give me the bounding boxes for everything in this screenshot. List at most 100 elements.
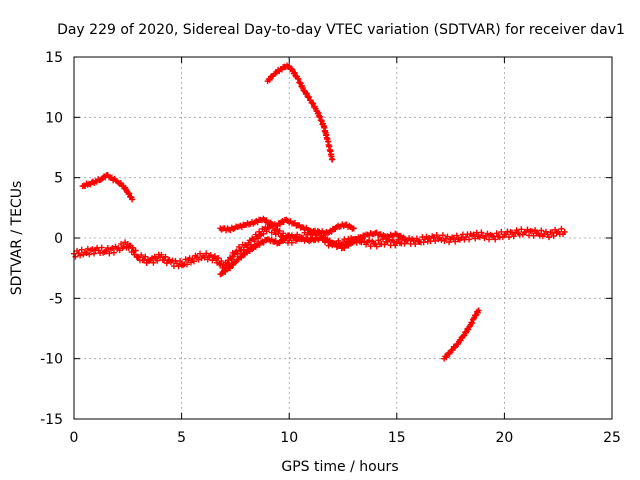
- trail-point: [280, 230, 287, 237]
- trail-point: [207, 252, 214, 259]
- trail-point: [433, 232, 440, 239]
- series-upper-branch: [217, 215, 357, 237]
- trail-point: [249, 246, 256, 253]
- trail-point: [435, 236, 442, 243]
- y-tick-label: 10: [45, 110, 63, 126]
- trail-point: [188, 259, 195, 266]
- plot-frame: [73, 56, 613, 420]
- trail-point: [186, 255, 193, 262]
- trail-point: [524, 226, 531, 233]
- trail-point: [451, 344, 458, 351]
- trail-point: [190, 258, 197, 265]
- trail-point: [122, 239, 129, 246]
- trail-point: [211, 253, 218, 260]
- trail-point: [472, 235, 479, 242]
- axis-ticks: 0 5 10 15 20 25 -15 -10 -5 0 5 10 15: [40, 50, 621, 446]
- trail-point: [558, 225, 565, 232]
- trail-point: [493, 230, 500, 237]
- trail-point: [77, 252, 84, 259]
- trail-point: [457, 337, 464, 344]
- trail-point: [328, 156, 335, 163]
- trail-point: [80, 251, 87, 258]
- trail-point: [252, 244, 259, 251]
- trail-point: [286, 63, 293, 70]
- trail-point: [553, 230, 560, 237]
- trail-point: [231, 251, 238, 258]
- trail-point: [529, 228, 536, 235]
- trail-point: [129, 244, 136, 251]
- trail-point: [423, 233, 430, 240]
- trail-point: [83, 250, 90, 257]
- trail-point: [154, 257, 161, 264]
- trail-point: [509, 229, 516, 236]
- trail-point: [499, 234, 506, 241]
- trail-point: [117, 180, 124, 187]
- trail-point: [237, 247, 244, 254]
- trail-point: [552, 226, 559, 233]
- trail-point: [462, 329, 469, 336]
- trail-point: [375, 237, 382, 244]
- trail-point: [513, 227, 520, 234]
- trail-point: [257, 232, 264, 239]
- trail-point: [266, 76, 273, 83]
- trail-point: [106, 250, 113, 257]
- trail-point: [201, 254, 208, 261]
- trail-point: [177, 258, 184, 265]
- trail-point: [373, 243, 380, 250]
- trail-point: [143, 259, 150, 266]
- trail-point: [439, 232, 446, 239]
- x-axis-label: GPS time / hours: [281, 459, 398, 475]
- series-main-band: [71, 223, 568, 271]
- trail-point: [83, 180, 90, 187]
- trail-point: [469, 316, 476, 323]
- trail-point: [545, 234, 552, 241]
- trail-point: [530, 232, 537, 239]
- y-tick-label: 15: [45, 50, 63, 66]
- trail-point: [89, 246, 96, 253]
- trail-point: [392, 242, 399, 249]
- trail-point: [163, 260, 170, 267]
- trail-point: [446, 239, 453, 246]
- trail-point: [158, 251, 165, 258]
- trail-point: [476, 234, 483, 241]
- trail-point: [518, 226, 525, 233]
- y-tick-label: 5: [54, 171, 63, 187]
- trail-point: [101, 248, 108, 255]
- trail-point: [444, 233, 451, 240]
- trail-point: [332, 225, 339, 232]
- trail-point: [240, 250, 247, 257]
- data-points: [71, 62, 568, 362]
- trail-point: [250, 220, 257, 227]
- trail-point: [291, 69, 298, 76]
- series-high-arc: [264, 62, 336, 163]
- trail-point: [109, 245, 116, 252]
- series-lower-branch: [217, 229, 411, 278]
- trail-point: [498, 228, 505, 235]
- trail-point: [521, 229, 528, 236]
- trail-point: [215, 255, 222, 262]
- trail-point: [217, 261, 224, 268]
- trail-point: [86, 251, 93, 258]
- x-tick-label: 20: [495, 430, 513, 446]
- x-tick-label: 25: [603, 430, 621, 446]
- trail-point: [367, 243, 374, 250]
- trail-point: [272, 70, 279, 77]
- x-tick-label: 15: [388, 430, 406, 446]
- y-axis-label: SDTVAR / TECUs: [9, 181, 25, 296]
- trail-point: [209, 257, 216, 264]
- trail-point: [218, 270, 225, 277]
- trail-point: [203, 250, 210, 257]
- trail-point: [489, 232, 496, 239]
- trail-point: [453, 232, 460, 239]
- trail-point: [550, 232, 557, 239]
- y-tick-label: 0: [54, 231, 63, 247]
- trail-point: [98, 244, 105, 251]
- trail-point: [560, 231, 567, 238]
- trail-point: [446, 350, 453, 357]
- trail-point: [197, 250, 204, 257]
- trail-point: [132, 247, 139, 254]
- trail-point: [360, 232, 367, 239]
- y-tick-label: -10: [40, 352, 63, 368]
- trail-point: [283, 235, 290, 242]
